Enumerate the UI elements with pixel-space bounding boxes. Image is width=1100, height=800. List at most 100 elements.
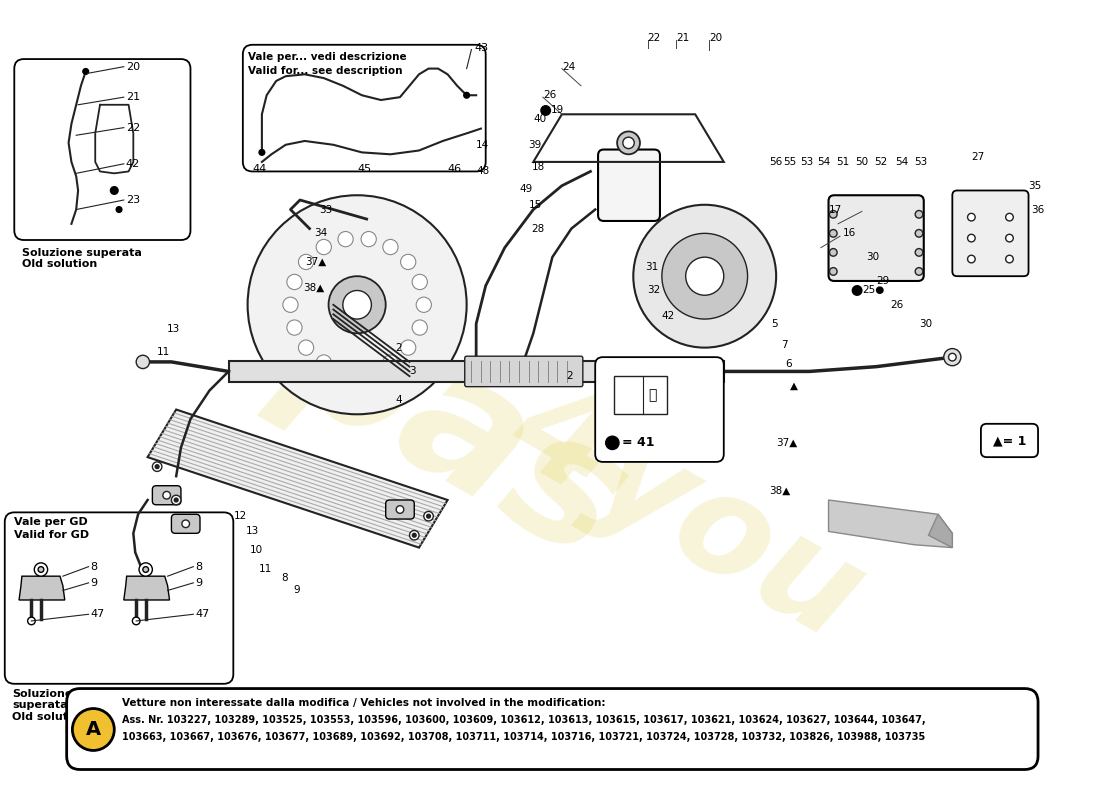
Text: 50: 50	[855, 157, 868, 167]
Polygon shape	[928, 514, 953, 548]
Circle shape	[182, 520, 189, 528]
Text: 8: 8	[195, 562, 202, 572]
Text: Soluzione superata
Old solution: Soluzione superata Old solution	[22, 248, 142, 270]
Circle shape	[287, 320, 303, 335]
Circle shape	[412, 534, 416, 537]
Text: 52: 52	[874, 157, 888, 167]
Circle shape	[915, 210, 923, 218]
Circle shape	[39, 566, 44, 572]
Text: 53: 53	[914, 157, 927, 167]
Circle shape	[1005, 214, 1013, 221]
Text: 7: 7	[781, 340, 788, 350]
Polygon shape	[828, 500, 953, 548]
Text: 9: 9	[294, 586, 300, 595]
Text: ▲: ▲	[791, 381, 799, 390]
FancyBboxPatch shape	[595, 357, 724, 462]
Text: Ass. Nr. 103227, 103289, 103525, 103553, 103596, 103600, 103609, 103612, 103613,: Ass. Nr. 103227, 103289, 103525, 103553,…	[122, 715, 925, 726]
Text: 49: 49	[519, 183, 532, 194]
Polygon shape	[614, 376, 667, 414]
Text: 22: 22	[648, 33, 661, 43]
Text: 12: 12	[233, 511, 246, 521]
Text: 103663, 103667, 103676, 103677, 103689, 103692, 103708, 103711, 103714, 103716, : 103663, 103667, 103676, 103677, 103689, …	[122, 732, 925, 742]
FancyBboxPatch shape	[464, 356, 583, 386]
Circle shape	[383, 239, 398, 254]
Circle shape	[139, 563, 153, 576]
Text: 10: 10	[250, 545, 263, 554]
Text: 45: 45	[358, 163, 371, 174]
Circle shape	[829, 210, 837, 218]
Text: 54: 54	[817, 157, 830, 167]
Text: 9: 9	[195, 578, 202, 588]
Circle shape	[73, 709, 114, 750]
Circle shape	[685, 257, 724, 295]
FancyBboxPatch shape	[172, 514, 200, 534]
Text: 4you: 4you	[487, 361, 884, 668]
Text: 39: 39	[528, 140, 542, 150]
Circle shape	[968, 255, 976, 263]
Text: pas: pas	[257, 262, 657, 594]
FancyBboxPatch shape	[828, 195, 924, 281]
Circle shape	[117, 206, 122, 212]
FancyBboxPatch shape	[14, 59, 190, 240]
FancyBboxPatch shape	[243, 45, 486, 171]
Text: 40: 40	[534, 114, 547, 124]
Text: 46: 46	[448, 163, 462, 174]
Circle shape	[948, 354, 956, 361]
Circle shape	[316, 355, 331, 370]
Circle shape	[464, 92, 470, 98]
Text: Vetture non interessate dalla modifica / Vehicles not involved in the modificati: Vetture non interessate dalla modifica /…	[122, 698, 605, 708]
Text: 19: 19	[550, 105, 563, 114]
Text: 30: 30	[918, 319, 932, 329]
Circle shape	[174, 498, 178, 502]
Circle shape	[829, 268, 837, 275]
Text: 37▲: 37▲	[777, 438, 797, 448]
Text: 44: 44	[252, 163, 266, 174]
Text: 36: 36	[1032, 205, 1045, 214]
Text: 29: 29	[876, 276, 890, 286]
Circle shape	[412, 274, 428, 290]
Circle shape	[172, 495, 180, 505]
Text: 27: 27	[971, 152, 984, 162]
Text: 11: 11	[157, 347, 170, 358]
FancyBboxPatch shape	[153, 486, 180, 505]
Text: 28: 28	[531, 223, 544, 234]
FancyBboxPatch shape	[953, 190, 1028, 276]
Circle shape	[412, 320, 428, 335]
Text: Vale per GD: Vale per GD	[14, 517, 88, 527]
Text: 43: 43	[474, 42, 488, 53]
Text: 38▲: 38▲	[302, 282, 324, 293]
Text: 47: 47	[90, 610, 104, 619]
Circle shape	[662, 234, 748, 319]
Circle shape	[248, 195, 466, 414]
Text: 17: 17	[828, 205, 842, 214]
Text: 2: 2	[566, 371, 573, 381]
Text: 15: 15	[528, 200, 542, 210]
Circle shape	[541, 106, 550, 115]
Circle shape	[852, 286, 862, 295]
Text: 51: 51	[836, 157, 849, 167]
Text: 🐎: 🐎	[648, 388, 657, 402]
Text: 34: 34	[315, 228, 328, 238]
Circle shape	[829, 230, 837, 237]
Circle shape	[361, 362, 376, 378]
Text: 55: 55	[783, 157, 796, 167]
Text: 47: 47	[195, 610, 209, 619]
Circle shape	[132, 617, 140, 625]
Text: 9: 9	[90, 578, 98, 588]
Circle shape	[155, 465, 160, 469]
Text: 20: 20	[710, 33, 723, 43]
Circle shape	[316, 239, 331, 254]
Text: 42: 42	[125, 159, 140, 169]
Circle shape	[343, 290, 372, 319]
Text: 6: 6	[785, 359, 792, 369]
Polygon shape	[147, 410, 448, 548]
Text: 26: 26	[542, 90, 557, 100]
Text: 3: 3	[409, 366, 416, 377]
Circle shape	[287, 274, 303, 290]
Text: 21: 21	[676, 33, 690, 43]
Text: = 41: = 41	[621, 436, 654, 450]
Circle shape	[944, 349, 961, 366]
Text: Valid for... see description: Valid for... see description	[248, 66, 403, 76]
Circle shape	[634, 205, 777, 348]
Circle shape	[329, 276, 386, 334]
